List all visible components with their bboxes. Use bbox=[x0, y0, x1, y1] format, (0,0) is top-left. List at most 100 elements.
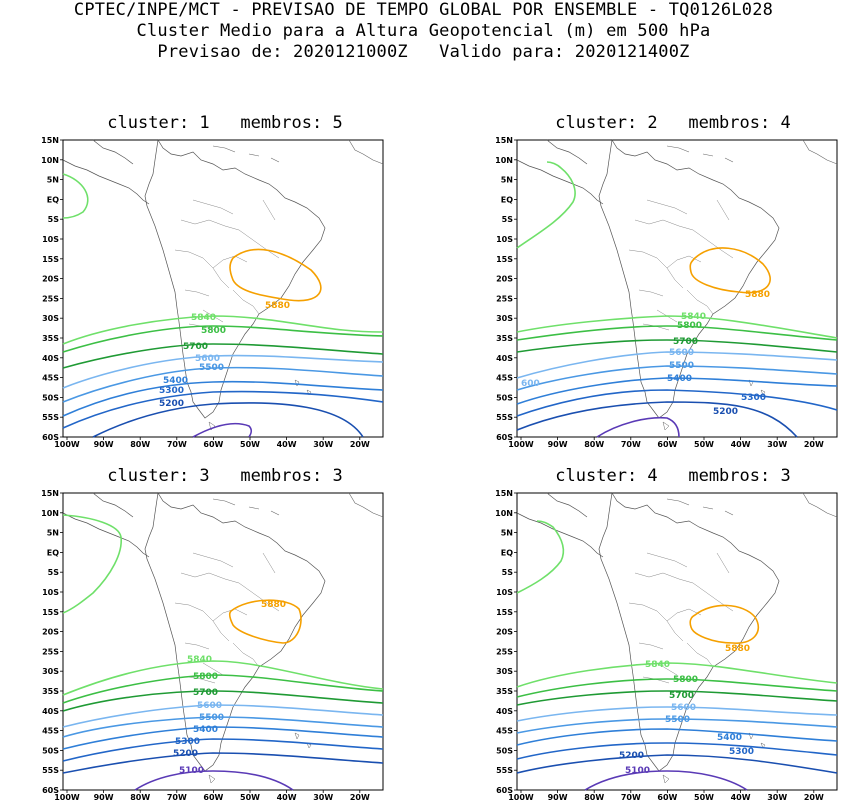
contour-line-5840 bbox=[516, 161, 576, 249]
lat-label: 15S bbox=[42, 255, 59, 264]
contour-line-5800 bbox=[62, 325, 384, 353]
contour-label-l5800: 5800 bbox=[193, 672, 218, 682]
lat-label: 15S bbox=[496, 608, 513, 617]
lat-label: 60S bbox=[496, 433, 513, 442]
contour-line-5600 bbox=[62, 354, 384, 389]
lon-label: 40W bbox=[277, 440, 297, 449]
contour-label-l5300: 5300 bbox=[741, 393, 766, 403]
lon-label: 100W bbox=[508, 440, 534, 449]
lat-label: 25S bbox=[496, 294, 513, 303]
lat-label: EQ bbox=[47, 548, 59, 557]
contour-line-5500 bbox=[516, 365, 838, 391]
contour-label-l5100: 5100 bbox=[625, 766, 650, 776]
contour-label-l5800: 5800 bbox=[201, 326, 226, 336]
lat-label: 5S bbox=[48, 215, 60, 224]
lat-label: 25S bbox=[42, 647, 59, 656]
lat-label: 25S bbox=[496, 647, 513, 656]
lat-label: 50S bbox=[496, 746, 513, 755]
central-america-coastline bbox=[516, 139, 604, 205]
south-america-coastline bbox=[144, 139, 326, 419]
lon-label: 30W bbox=[313, 440, 333, 449]
lon-label: 90W bbox=[548, 793, 568, 802]
contour-line-5700 bbox=[516, 339, 838, 353]
lon-label: 60W bbox=[203, 440, 223, 449]
contour-line-5500 bbox=[516, 718, 838, 734]
contour-label-l5400: 5400 bbox=[193, 725, 218, 735]
contour-line-5300 bbox=[62, 390, 384, 429]
chart-title-line3: Previsao de: 2020121000Z Valido para: 20… bbox=[157, 42, 690, 62]
central-america-coastline bbox=[62, 492, 150, 558]
lat-label: 50S bbox=[496, 393, 513, 402]
lat-label: 55S bbox=[496, 413, 513, 422]
contour-line-5200 bbox=[516, 754, 838, 774]
contour-label-l5600: 5600 bbox=[669, 348, 694, 358]
lat-label: 5S bbox=[502, 215, 514, 224]
contour-line-5400 bbox=[516, 728, 838, 746]
contour-label-l5500: 5500 bbox=[665, 715, 690, 725]
contour-line-5200 bbox=[62, 752, 384, 774]
lat-label: 15S bbox=[42, 608, 59, 617]
lat-label: 20S bbox=[42, 628, 59, 637]
contour-line-5840 bbox=[62, 315, 384, 345]
contour-line-5840 bbox=[62, 173, 89, 219]
lon-label: 60W bbox=[657, 440, 677, 449]
contour-line-5840 bbox=[62, 514, 122, 614]
contour-label-l5300: 5300 bbox=[159, 386, 184, 396]
lon-label: 50W bbox=[240, 440, 260, 449]
contour-label-l5700: 5700 bbox=[183, 342, 208, 352]
contour-line-5880 bbox=[228, 599, 302, 644]
lat-label: 20S bbox=[496, 628, 513, 637]
lon-label: 30W bbox=[767, 440, 787, 449]
contour-line-5840 bbox=[516, 315, 838, 339]
lat-label: 35S bbox=[496, 687, 513, 696]
lat-label: 45S bbox=[42, 374, 59, 383]
lon-label: 60W bbox=[657, 793, 677, 802]
contour-label-l5500: 5500 bbox=[669, 361, 694, 371]
contour-line-5840 bbox=[516, 662, 838, 688]
lon-label: 30W bbox=[767, 793, 787, 802]
contour-line-5300 bbox=[516, 742, 838, 760]
contour-label-l5600: 5600 bbox=[671, 703, 696, 713]
contour-line-5300 bbox=[516, 389, 838, 417]
lat-label: 10N bbox=[41, 156, 59, 165]
lat-label: 30S bbox=[42, 667, 59, 676]
chart-title-line1: CPTEC/INPE/MCT - PREVISAO DE TEMPO GLOBA… bbox=[73, 0, 774, 20]
contour-line-5200 bbox=[92, 402, 364, 438]
contour-line-5100 bbox=[584, 770, 748, 791]
contour-line-5840 bbox=[516, 520, 565, 594]
contour-label-l5600: 5600 bbox=[195, 354, 220, 364]
contour-label-l5200: 5200 bbox=[713, 407, 738, 417]
caribbean-coastline bbox=[212, 498, 280, 516]
south-america-coastline bbox=[144, 492, 326, 772]
plot-frame bbox=[516, 139, 838, 438]
contour-label-l5100: 5100 bbox=[179, 766, 204, 776]
caribbean-coastline bbox=[666, 145, 734, 163]
lon-label: 80W bbox=[584, 793, 604, 802]
plot-frame bbox=[62, 139, 384, 438]
lat-label: 30S bbox=[496, 314, 513, 323]
lat-label: EQ bbox=[47, 195, 59, 204]
lat-label: 10N bbox=[495, 156, 513, 165]
lon-label: 80W bbox=[130, 440, 150, 449]
contour-label-l5800: 5800 bbox=[673, 675, 698, 685]
caribbean-coastline bbox=[212, 145, 280, 163]
africa-coastline bbox=[802, 139, 838, 165]
lat-label: 5N bbox=[501, 529, 513, 538]
lat-label: 15N bbox=[41, 136, 59, 145]
contour-label-l5700: 5700 bbox=[193, 688, 218, 698]
lon-label: 90W bbox=[94, 793, 114, 802]
lat-label: 35S bbox=[42, 687, 59, 696]
lat-label: 40S bbox=[496, 707, 513, 716]
plot-area: 5880 5840 5800 5700 5600 5500 5400 5300 5200 5100… bbox=[41, 489, 384, 802]
plot-frame bbox=[516, 492, 838, 791]
contour-label-l5200: 5200 bbox=[619, 751, 644, 761]
lat-label: 35S bbox=[496, 334, 513, 343]
lon-label: 40W bbox=[277, 793, 297, 802]
lat-label: 15N bbox=[41, 489, 59, 498]
contour-label-l5840: 5840 bbox=[645, 660, 670, 670]
south-america-coastline bbox=[598, 139, 780, 419]
lat-label: 15N bbox=[495, 489, 513, 498]
lat-label: 10S bbox=[496, 588, 513, 597]
